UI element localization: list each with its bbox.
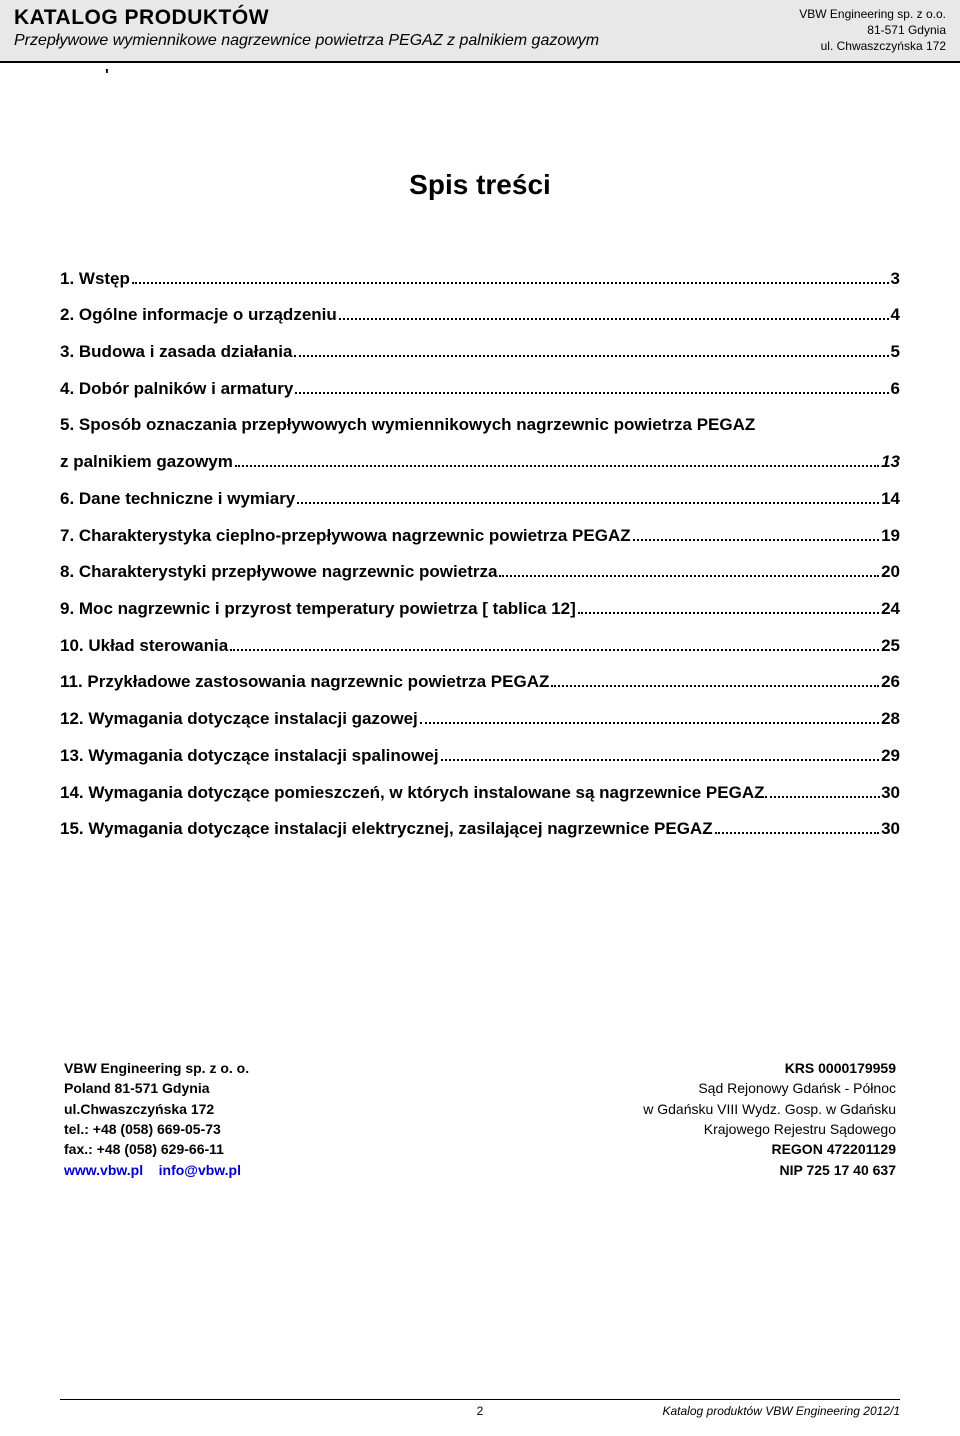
toc-entry: 15. Wymagania dotyczące instalacji elekt…: [60, 811, 900, 848]
page-header: KATALOG PRODUKTÓW Przepływowe wymienniko…: [0, 0, 960, 63]
legal-krs: KRS 0000179959: [643, 1058, 896, 1078]
company-contact-block: VBW Engineering sp. z o. o. Poland 81-57…: [64, 1058, 249, 1180]
legal-court-2: w Gdańsku VIII Wydz. Gosp. w Gdańsku: [643, 1099, 896, 1119]
legal-court-3: Krajowego Rejestru Sądowego: [643, 1119, 896, 1139]
toc-entry: 14. Wymagania dotyczące pomieszczeń, w k…: [60, 775, 900, 812]
header-company-block: VBW Engineering sp. z o.o. 81-571 Gdynia…: [785, 0, 960, 61]
header-left: KATALOG PRODUKTÓW Przepływowe wymienniko…: [0, 0, 785, 61]
company-address-2: ul.Chwaszczyńska 172: [64, 1099, 249, 1119]
table-of-contents: 1. Wstęp32. Ogólne informacje o urządzen…: [60, 261, 900, 849]
toc-heading: Spis treści: [60, 169, 900, 201]
catalog-title: KATALOG PRODUKTÓW: [14, 6, 771, 30]
company-full-name: VBW Engineering sp. z o. o.: [64, 1058, 249, 1078]
company-city: 81-571 Gdynia: [799, 22, 946, 38]
toc-entry: 6. Dane techniczne i wymiary14: [60, 481, 900, 518]
company-links: www.vbw.pl info@vbw.pl: [64, 1160, 249, 1180]
legal-block: KRS 0000179959 Sąd Rejonowy Gdańsk - Pół…: [643, 1058, 896, 1180]
company-fax: fax.: +48 (058) 629-66-11: [64, 1139, 249, 1159]
page-number: 2: [477, 1404, 484, 1418]
legal-regon: REGON 472201129: [643, 1139, 896, 1159]
toc-entry: 1. Wstęp3: [60, 261, 900, 298]
toc-entry: 12. Wymagania dotyczące instalacji gazow…: [60, 701, 900, 738]
toc-entry: 5. Sposób oznaczania przepływowych wymie…: [60, 407, 900, 480]
toc-entry: 10. Układ sterowania25: [60, 628, 900, 665]
toc-entry: 13. Wymagania dotyczące instalacji spali…: [60, 738, 900, 775]
stray-mark: ': [105, 67, 960, 85]
contact-blocks: VBW Engineering sp. z o. o. Poland 81-57…: [60, 1058, 900, 1180]
toc-entry: 4. Dobór palników i armatury6: [60, 371, 900, 408]
legal-nip: NIP 725 17 40 637: [643, 1160, 896, 1180]
toc-entry: 8. Charakterystyki przepływowe nagrzewni…: [60, 554, 900, 591]
company-tel: tel.: +48 (058) 669-05-73: [64, 1119, 249, 1139]
footer-right: Katalog produktów VBW Engineering 2012/1: [663, 1404, 901, 1418]
catalog-subtitle: Przepływowe wymiennikowe nagrzewnice pow…: [14, 32, 771, 50]
company-address-1: Poland 81-571 Gdynia: [64, 1078, 249, 1098]
toc-entry: 9. Moc nagrzewnic i przyrost temperatury…: [60, 591, 900, 628]
toc-entry: 2. Ogólne informacje o urządzeniu4: [60, 297, 900, 334]
toc-entry: 3. Budowa i zasada działania5: [60, 334, 900, 371]
company-web: www.vbw.pl: [64, 1162, 143, 1178]
legal-court-1: Sąd Rejonowy Gdańsk - Północ: [643, 1078, 896, 1098]
main-content: Spis treści 1. Wstęp32. Ogólne informacj…: [0, 169, 960, 1180]
toc-entry: 11. Przykładowe zastosowania nagrzewnic …: [60, 664, 900, 701]
company-name: VBW Engineering sp. z o.o.: [799, 6, 946, 22]
company-email: info@vbw.pl: [159, 1162, 241, 1178]
toc-entry: 7. Charakterystyka cieplno-przepływowa n…: [60, 518, 900, 555]
company-street: ul. Chwaszczyńska 172: [799, 38, 946, 54]
page-footer: 2 Katalog produktów VBW Engineering 2012…: [60, 1399, 900, 1418]
